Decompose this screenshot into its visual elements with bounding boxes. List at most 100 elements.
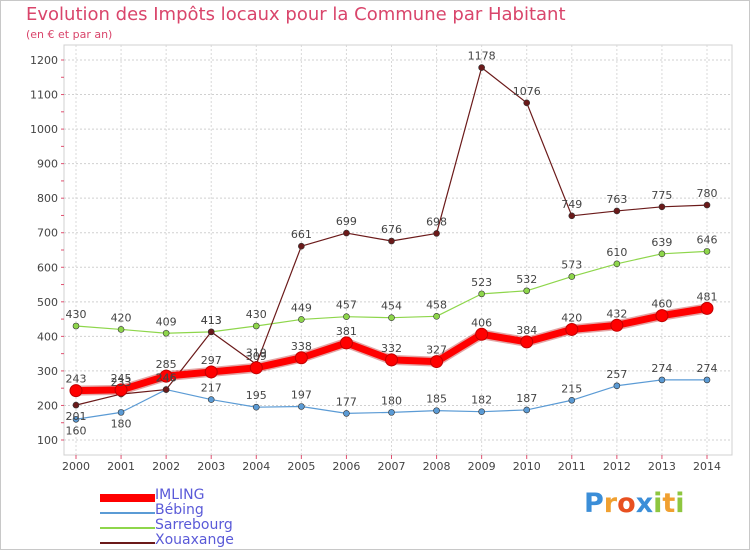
data-label: 187 xyxy=(516,392,537,405)
data-label: 460 xyxy=(651,298,672,311)
data-point xyxy=(610,318,624,332)
y-tick-label: 800 xyxy=(37,192,58,205)
data-label: 185 xyxy=(426,393,447,406)
data-point xyxy=(658,250,666,258)
logo-letter: i xyxy=(675,488,685,519)
y-tick-label: 100 xyxy=(37,434,58,447)
y-tick-label: 400 xyxy=(37,330,58,343)
data-point xyxy=(658,203,666,211)
data-label: 160 xyxy=(66,424,87,437)
data-point xyxy=(207,328,215,336)
data-label: 420 xyxy=(561,311,582,324)
data-point xyxy=(204,365,218,379)
logo-letter: t xyxy=(662,488,676,519)
data-point xyxy=(72,415,80,423)
data-label: 195 xyxy=(246,389,267,402)
y-tick-label: 1100 xyxy=(30,89,58,102)
plot-area xyxy=(63,44,733,456)
data-label: 639 xyxy=(651,236,672,249)
x-tick-label: 2005 xyxy=(287,460,315,473)
data-point xyxy=(72,401,80,409)
data-label: 1076 xyxy=(513,85,541,98)
data-point xyxy=(433,407,440,414)
data-point xyxy=(339,336,353,350)
data-label: 180 xyxy=(381,394,402,407)
legend-swatch xyxy=(100,512,155,514)
data-point xyxy=(433,313,440,320)
data-label: 297 xyxy=(201,354,222,367)
data-point xyxy=(478,408,485,415)
data-point xyxy=(385,353,398,367)
x-tick-label: 2002 xyxy=(152,460,180,473)
data-label: 243 xyxy=(66,373,87,386)
data-point xyxy=(703,201,711,209)
data-label: 775 xyxy=(651,189,672,202)
data-point xyxy=(568,396,576,404)
legend-swatch xyxy=(100,494,155,502)
data-point xyxy=(294,351,308,365)
data-point xyxy=(523,99,531,107)
y-tick-label: 1000 xyxy=(30,123,58,136)
data-label: 246 xyxy=(156,372,177,385)
x-tick-label: 2004 xyxy=(242,460,270,473)
x-tick-label: 2000 xyxy=(62,460,90,473)
data-label: 610 xyxy=(606,246,627,259)
data-label: 449 xyxy=(291,301,312,314)
data-point xyxy=(159,369,173,383)
chart-subtitle: (en € et par an) xyxy=(26,28,113,41)
data-label: 233 xyxy=(111,376,132,389)
proxiti-logo: Proxiti xyxy=(584,488,685,519)
data-point xyxy=(252,403,260,411)
data-label: 319 xyxy=(246,346,267,359)
data-point xyxy=(478,290,485,298)
data-point xyxy=(478,64,485,71)
data-point xyxy=(162,329,170,337)
data-point xyxy=(568,273,576,280)
data-point xyxy=(388,314,395,322)
data-label: 698 xyxy=(426,215,447,228)
data-label: 274 xyxy=(651,362,672,375)
data-label: 413 xyxy=(201,314,222,327)
data-label: 201 xyxy=(66,410,87,423)
data-label: 257 xyxy=(606,368,627,381)
data-point xyxy=(613,207,621,215)
data-point xyxy=(523,406,531,414)
data-label: 285 xyxy=(156,358,177,371)
data-point xyxy=(114,383,128,397)
data-point xyxy=(430,355,444,369)
logo-letter: i xyxy=(653,488,663,519)
data-label: 182 xyxy=(471,394,492,407)
data-point xyxy=(700,301,714,315)
data-label: 573 xyxy=(561,259,582,272)
data-label: 338 xyxy=(291,340,312,353)
data-point xyxy=(523,287,531,295)
x-tick-label: 2014 xyxy=(693,460,721,473)
data-label: 274 xyxy=(697,362,718,375)
data-label: 309 xyxy=(246,350,267,363)
data-point xyxy=(613,382,621,390)
data-point xyxy=(613,260,621,268)
x-tick-label: 2006 xyxy=(332,460,360,473)
data-point xyxy=(520,335,534,349)
x-tick-label: 2007 xyxy=(378,460,406,473)
data-label: 430 xyxy=(66,308,87,321)
data-point xyxy=(658,376,666,384)
x-tick-label: 2001 xyxy=(107,460,135,473)
x-tick-label: 2009 xyxy=(468,460,496,473)
legend-label: Sarrebourg xyxy=(155,517,233,533)
x-tick-label: 2008 xyxy=(423,460,451,473)
data-label: 413 xyxy=(201,314,222,327)
data-label: 180 xyxy=(111,417,132,430)
data-label: 327 xyxy=(426,344,447,357)
logo-letter: x xyxy=(635,488,654,519)
data-label: 458 xyxy=(426,298,447,311)
y-tick-label: 700 xyxy=(37,227,58,240)
data-point xyxy=(343,313,350,320)
data-point xyxy=(388,409,395,416)
data-point xyxy=(117,326,125,333)
data-point xyxy=(703,248,711,255)
data-label: 661 xyxy=(291,228,312,241)
x-tick-label: 2010 xyxy=(513,460,541,473)
legend-label: Xouaxange xyxy=(155,532,234,548)
data-label: 523 xyxy=(471,276,492,289)
